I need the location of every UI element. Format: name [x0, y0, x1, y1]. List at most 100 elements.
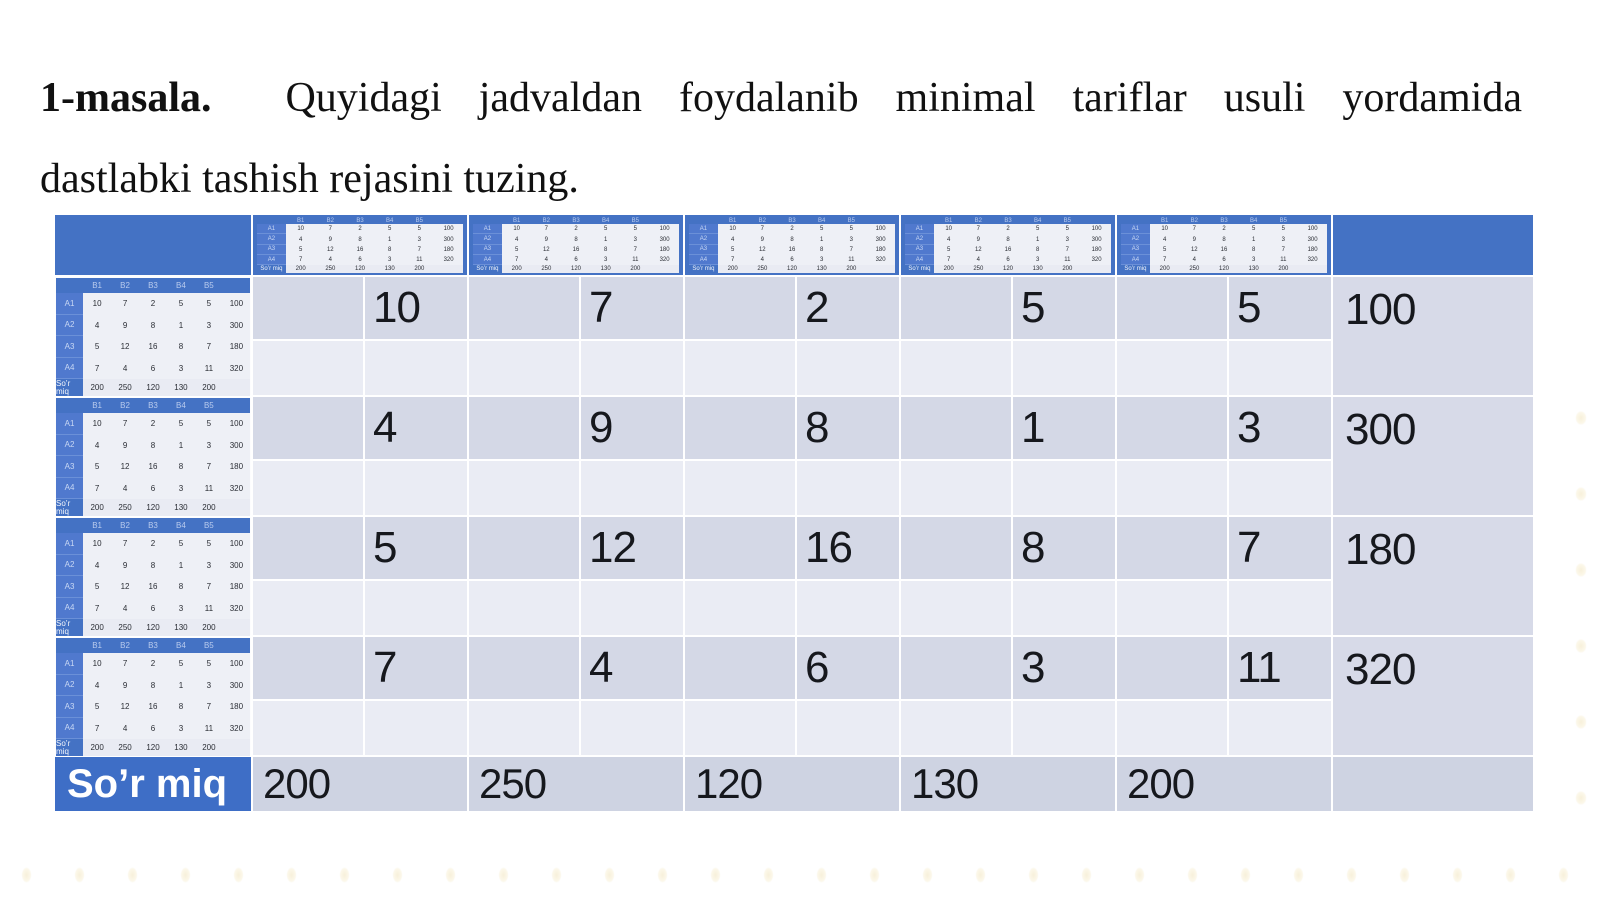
mini-row-label: A4	[56, 597, 84, 620]
allocation-cell	[685, 637, 795, 699]
mini-cost: 7	[1192, 226, 1196, 233]
mini-row-label: A4	[689, 254, 718, 266]
allocation-cell	[469, 277, 579, 339]
mini-row-label: A1	[56, 653, 84, 675]
mini-col-label: B2	[111, 278, 140, 294]
mini-demand: 130	[806, 265, 837, 273]
mini-col-label: B5	[194, 638, 223, 654]
allocation-cell	[1117, 277, 1227, 339]
mini-demand: 200	[83, 379, 112, 396]
mini-supply: 100	[229, 299, 244, 309]
mini-cost: 8	[178, 582, 184, 592]
mini-demand: 250	[531, 265, 562, 273]
mini-demand: 130	[1022, 265, 1053, 273]
mini-cost: 4	[946, 236, 951, 243]
mini-col-label: B5	[1268, 217, 1299, 225]
mini-corner	[1298, 217, 1327, 225]
mini-row-label: A1	[56, 413, 84, 435]
mini-supply: 300	[229, 560, 244, 570]
mini-col-label: B1	[501, 217, 532, 225]
mini-demand-empty	[222, 619, 250, 636]
mini-demand: 120	[139, 499, 167, 516]
mini-col-label: B1	[933, 217, 964, 225]
mini-cost: 8	[1035, 246, 1040, 253]
mini-cost: 16	[356, 246, 364, 253]
mini-cost: 8	[1251, 246, 1256, 253]
mini-cost: 9	[544, 236, 548, 243]
allocation-cell	[1117, 397, 1227, 459]
allocation-cell	[685, 701, 795, 755]
mini-cost: 6	[358, 257, 362, 264]
allocation-cell	[1117, 341, 1227, 395]
mini-demand: 120	[139, 739, 167, 756]
mini-cost: 7	[328, 226, 332, 233]
mini-cost: 3	[178, 723, 184, 733]
supply-header-cell	[1333, 215, 1533, 275]
mini-cost: 4	[122, 363, 128, 373]
mini-cost: 7	[1065, 246, 1069, 253]
mini-demand-empty	[222, 499, 250, 516]
supply-cell: 180	[1333, 517, 1533, 635]
mini-corner	[56, 278, 84, 294]
mini-supply: 100	[1091, 226, 1102, 233]
mini-cost: 16	[148, 702, 158, 712]
column-thumbnail: B1 B2 B3 B4 B5 A1 10 7 2 5 5 100 A2 4 9 8 1 3 300 A3 5 12 16 8 7…	[1121, 217, 1327, 273]
mini-cost: 4	[1162, 236, 1167, 243]
cost-cell: 12	[581, 517, 683, 579]
mini-demand: 250	[315, 265, 346, 273]
mini-cost: 4	[544, 257, 548, 264]
mini-cost: 3	[206, 320, 212, 330]
mini-cost: 4	[976, 257, 980, 264]
mini-cost: 1	[1251, 236, 1256, 243]
mini-row-label: A4	[56, 477, 84, 500]
row-thumbnail: B1 B2 B3 B4 B5 A1 10 7 2 5 5 100 A2 4 9 8 1 3 300 A3 5 12 16 8 7…	[56, 638, 250, 756]
supply-cell: 100	[1333, 277, 1533, 395]
mini-cost: 7	[206, 702, 212, 712]
mini-col-label: B3	[777, 217, 807, 225]
allocation-cell	[901, 277, 1011, 339]
allocation-cell	[1013, 701, 1115, 755]
allocation-cell	[253, 517, 363, 579]
cost-cell: 4	[365, 397, 467, 459]
mini-demand-empty	[650, 265, 679, 273]
mini-cost: 12	[758, 246, 766, 253]
mini-cost: 9	[328, 236, 332, 243]
mini-row-label: A2	[56, 314, 84, 337]
mini-cost: 7	[1162, 257, 1167, 264]
mini-cost: 5	[178, 299, 184, 309]
mini-demand: 200	[1052, 265, 1083, 273]
mini-cost: 6	[150, 603, 156, 613]
mini-row-label: A2	[689, 234, 718, 245]
mini-cost: 12	[326, 246, 334, 253]
row-thumbnail: B1 B2 B3 B4 B5 A1 10 7 2 5 5 100 A2 4 9 8 1 3 300 A3 5 12 16 8 7…	[56, 518, 250, 636]
mini-col-label: B2	[963, 217, 994, 225]
mini-cost: 5	[206, 299, 212, 309]
mini-supply: 100	[229, 539, 244, 549]
mini-cost: 5	[387, 226, 392, 233]
mini-cost: 8	[574, 236, 578, 243]
allocation-cell	[581, 701, 683, 755]
mini-cost: 7	[976, 226, 980, 233]
problem-text-line2: dastlabki tashish rejasini tuzing.	[40, 156, 579, 202]
allocation-cell	[253, 637, 363, 699]
mini-cost: 7	[94, 723, 100, 733]
cost-cell: 8	[797, 397, 899, 459]
cost-cell: 6	[797, 637, 899, 699]
mini-cost: 3	[603, 257, 608, 264]
mini-cost: 3	[206, 560, 212, 570]
mini-cost: 5	[178, 539, 184, 549]
mini-cost: 9	[122, 320, 128, 330]
mini-cost: 3	[633, 236, 637, 243]
mini-demand: 200	[83, 499, 112, 516]
mini-cost: 7	[544, 226, 548, 233]
mini-col-label: B4	[166, 518, 195, 534]
mini-cost: 12	[120, 582, 130, 592]
allocation-cell	[253, 341, 363, 395]
mini-demand-label: So’r miq	[473, 265, 502, 273]
cost-cell: 4	[581, 637, 683, 699]
allocation-cell	[685, 341, 795, 395]
problem-statement: 1-masala. Quyidagi jadvaldan foydalanib …	[40, 58, 1522, 220]
mini-cost-table: B1 B2 B3 B4 B5 A1 10 7 2 5 5 100 A2 4 9 8 1 3 300 A3 5 12 16 8 7…	[56, 638, 250, 756]
mini-demand-empty	[1298, 265, 1327, 273]
mini-supply: 100	[229, 659, 244, 669]
